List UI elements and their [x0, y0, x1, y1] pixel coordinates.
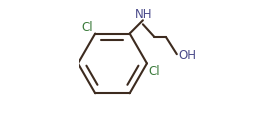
Text: Cl: Cl — [149, 64, 160, 77]
Text: Cl: Cl — [82, 21, 94, 34]
Text: OH: OH — [178, 48, 196, 61]
Text: NH: NH — [135, 8, 152, 21]
